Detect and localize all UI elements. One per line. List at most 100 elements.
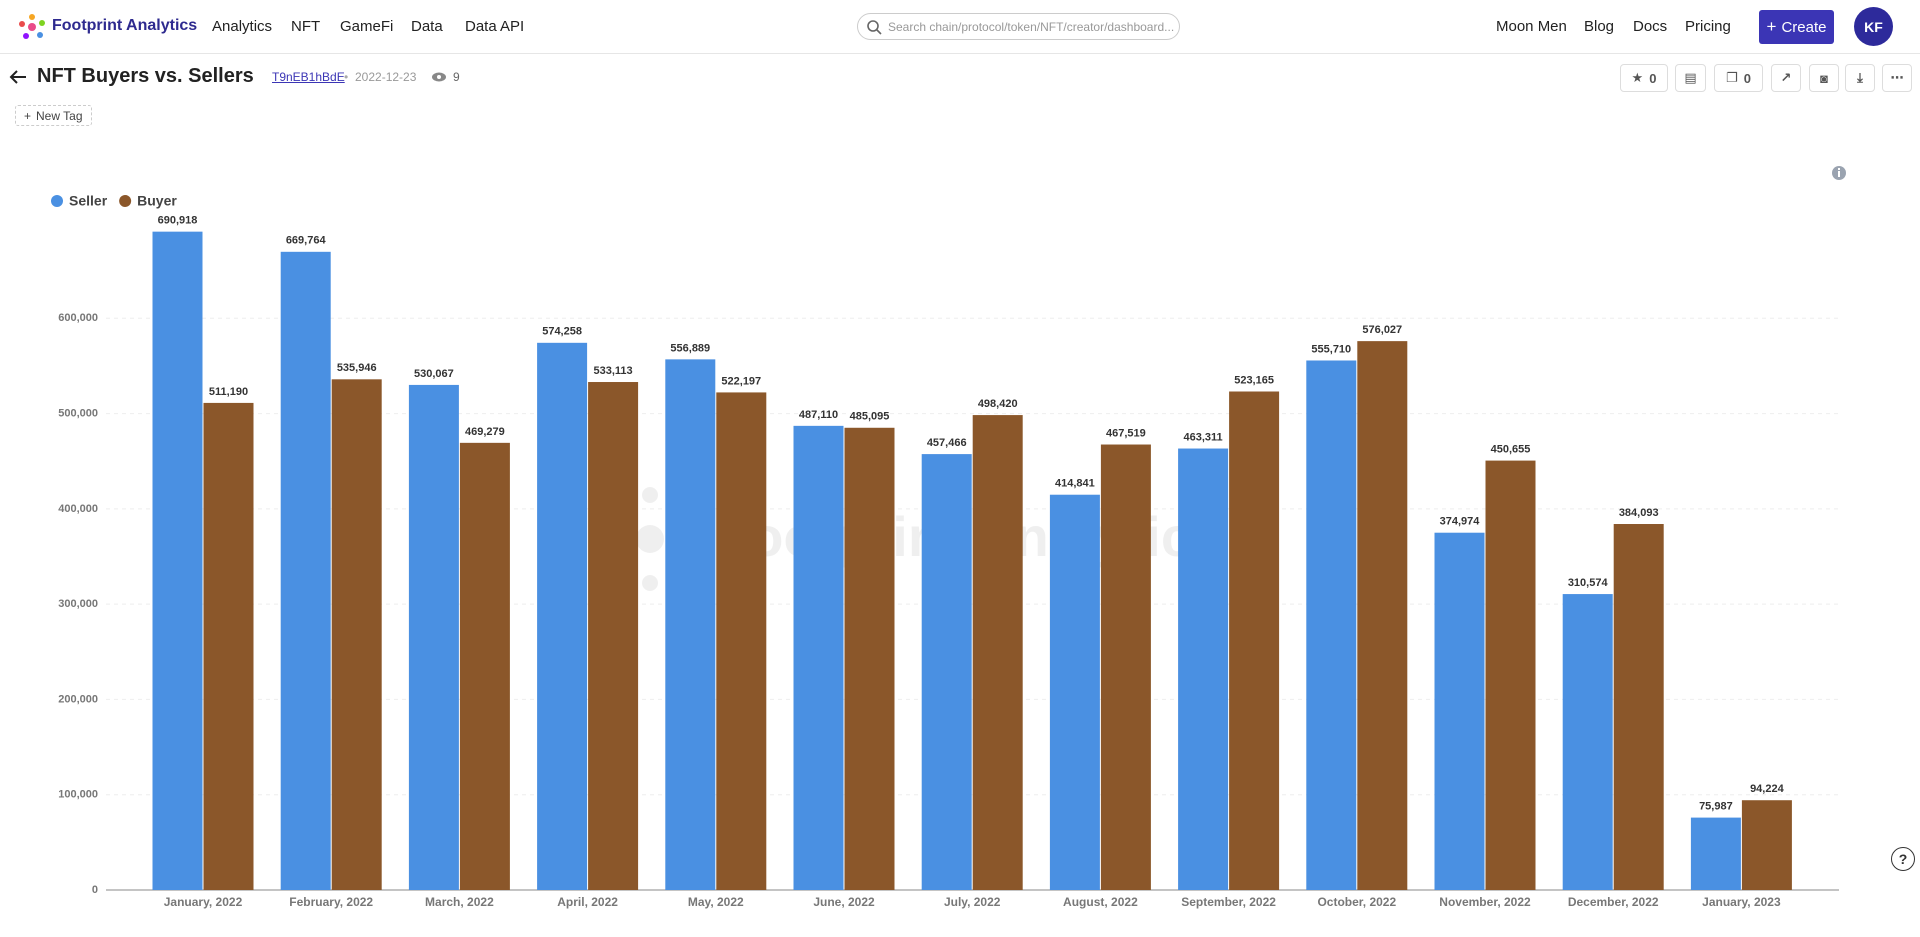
- y-tick-label: 100,000: [58, 789, 98, 801]
- value-label: 511,190: [209, 386, 248, 398]
- x-tick-label: July, 2022: [944, 895, 1001, 909]
- value-label: 487,110: [799, 409, 838, 421]
- bar: [1741, 800, 1792, 890]
- y-tick-label: 300,000: [58, 598, 98, 610]
- bar: [203, 402, 254, 890]
- value-label: 457,466: [927, 437, 967, 449]
- bar: [972, 415, 1023, 890]
- help-button[interactable]: ?: [1891, 847, 1915, 871]
- star-icon: ★: [1631, 70, 1644, 85]
- x-tick-label: August, 2022: [1063, 895, 1138, 909]
- edit-button[interactable]: ▤: [1675, 64, 1706, 92]
- nav-link[interactable]: Docs: [1633, 18, 1668, 35]
- bar: [331, 379, 382, 890]
- search-box[interactable]: Search chain/protocol/token/NFT/creator/…: [857, 13, 1180, 40]
- value-label: 522,197: [721, 375, 761, 387]
- bar: [665, 359, 716, 890]
- bar: [1485, 460, 1536, 890]
- value-label: 467,519: [1106, 427, 1146, 439]
- value-label: 530,067: [414, 368, 454, 380]
- more-button[interactable]: ⋯: [1882, 64, 1912, 92]
- search-icon: [867, 20, 882, 35]
- camera-icon: ◙: [1820, 70, 1828, 86]
- bar: [588, 382, 639, 890]
- bar: [793, 425, 844, 890]
- value-label: 414,841: [1055, 478, 1095, 490]
- value-label: 75,987: [1699, 801, 1733, 813]
- logo-icon: [19, 14, 45, 39]
- nav-link[interactable]: Blog: [1584, 18, 1615, 35]
- nav-link[interactable]: NFT: [291, 18, 321, 35]
- edit-icon: ▤: [1684, 70, 1697, 85]
- bar: [1100, 444, 1151, 890]
- value-label: 574,258: [542, 326, 582, 338]
- dashboard-title: NFT Buyers vs. Sellers: [37, 65, 254, 87]
- value-label: 310,574: [1568, 577, 1609, 589]
- nav-link[interactable]: Moon Men: [1496, 18, 1567, 35]
- bar: [716, 392, 767, 890]
- bar: [1357, 341, 1408, 891]
- bar: [152, 231, 203, 890]
- x-tick-label: December, 2022: [1568, 895, 1659, 909]
- value-label: 535,946: [337, 362, 377, 374]
- y-tick-label: 400,000: [58, 503, 98, 515]
- legend-dot: [51, 195, 63, 207]
- view-count: 9: [453, 70, 460, 84]
- nav-link[interactable]: Data API: [465, 18, 525, 35]
- back-arrow[interactable]: [8, 68, 28, 86]
- bar: [1178, 448, 1229, 890]
- bar: [408, 384, 459, 890]
- download-icon: ⤓: [1857, 70, 1863, 85]
- brand[interactable]: Footprint Analytics: [52, 17, 198, 34]
- plus-icon: +: [1766, 17, 1777, 36]
- create-button[interactable]: + Create: [1759, 10, 1834, 44]
- snapshot-button[interactable]: ◙: [1809, 64, 1839, 92]
- copy-icon: ❐: [1726, 70, 1738, 85]
- new-tag-button[interactable]: + New Tag: [15, 105, 92, 126]
- bar: [844, 427, 895, 890]
- eye-icon: [432, 72, 446, 82]
- value-label: 576,027: [1362, 324, 1402, 336]
- separator: •: [344, 70, 349, 84]
- y-tick-label: 500,000: [58, 407, 98, 419]
- star-button[interactable]: ★ 0: [1620, 64, 1668, 92]
- plus-icon: +: [24, 108, 32, 123]
- x-tick-label: September, 2022: [1181, 895, 1276, 909]
- value-label: 556,889: [670, 342, 710, 354]
- value-label: 450,655: [1491, 443, 1531, 455]
- copy-button[interactable]: ❐ 0: [1714, 64, 1763, 92]
- copy-count: 0: [1743, 70, 1751, 86]
- x-tick-label: January, 2022: [164, 895, 243, 909]
- share-button[interactable]: ↗: [1771, 64, 1801, 92]
- x-tick-label: January, 2023: [1702, 895, 1781, 909]
- download-button[interactable]: ⤓: [1845, 64, 1875, 92]
- bar: [1049, 494, 1100, 890]
- dashboard-date: 2022-12-23: [355, 70, 417, 84]
- nav-link[interactable]: Pricing: [1685, 18, 1731, 35]
- bar: [1306, 360, 1357, 890]
- bar: [459, 442, 510, 890]
- avatar[interactable]: KF: [1854, 7, 1893, 46]
- more-icon: ⋯: [1890, 70, 1904, 85]
- dashboard-id[interactable]: T9nEB1hBdE: [272, 70, 345, 84]
- top-nav: Footprint Analytics Analytics NFT GameFi…: [0, 0, 1920, 54]
- search-placeholder: Search chain/protocol/token/NFT/creator/…: [888, 20, 1175, 34]
- value-label: 374,974: [1440, 516, 1481, 528]
- bar: [1562, 594, 1613, 890]
- nav-link[interactable]: Data: [411, 18, 443, 35]
- nav-link[interactable]: GameFi: [340, 18, 394, 35]
- bar: [1229, 391, 1280, 890]
- x-tick-label: May, 2022: [688, 895, 744, 909]
- value-label: 498,420: [978, 398, 1018, 410]
- nav-link[interactable]: Analytics: [212, 18, 273, 35]
- x-tick-label: March, 2022: [425, 895, 494, 909]
- y-tick-label: 600,000: [58, 312, 98, 324]
- bar: [921, 454, 972, 890]
- x-tick-label: April, 2022: [557, 895, 618, 909]
- value-label: 690,918: [158, 215, 198, 227]
- x-tick-label: February, 2022: [289, 895, 373, 909]
- value-label: 485,095: [850, 411, 890, 423]
- legend-label: Seller: [69, 193, 108, 209]
